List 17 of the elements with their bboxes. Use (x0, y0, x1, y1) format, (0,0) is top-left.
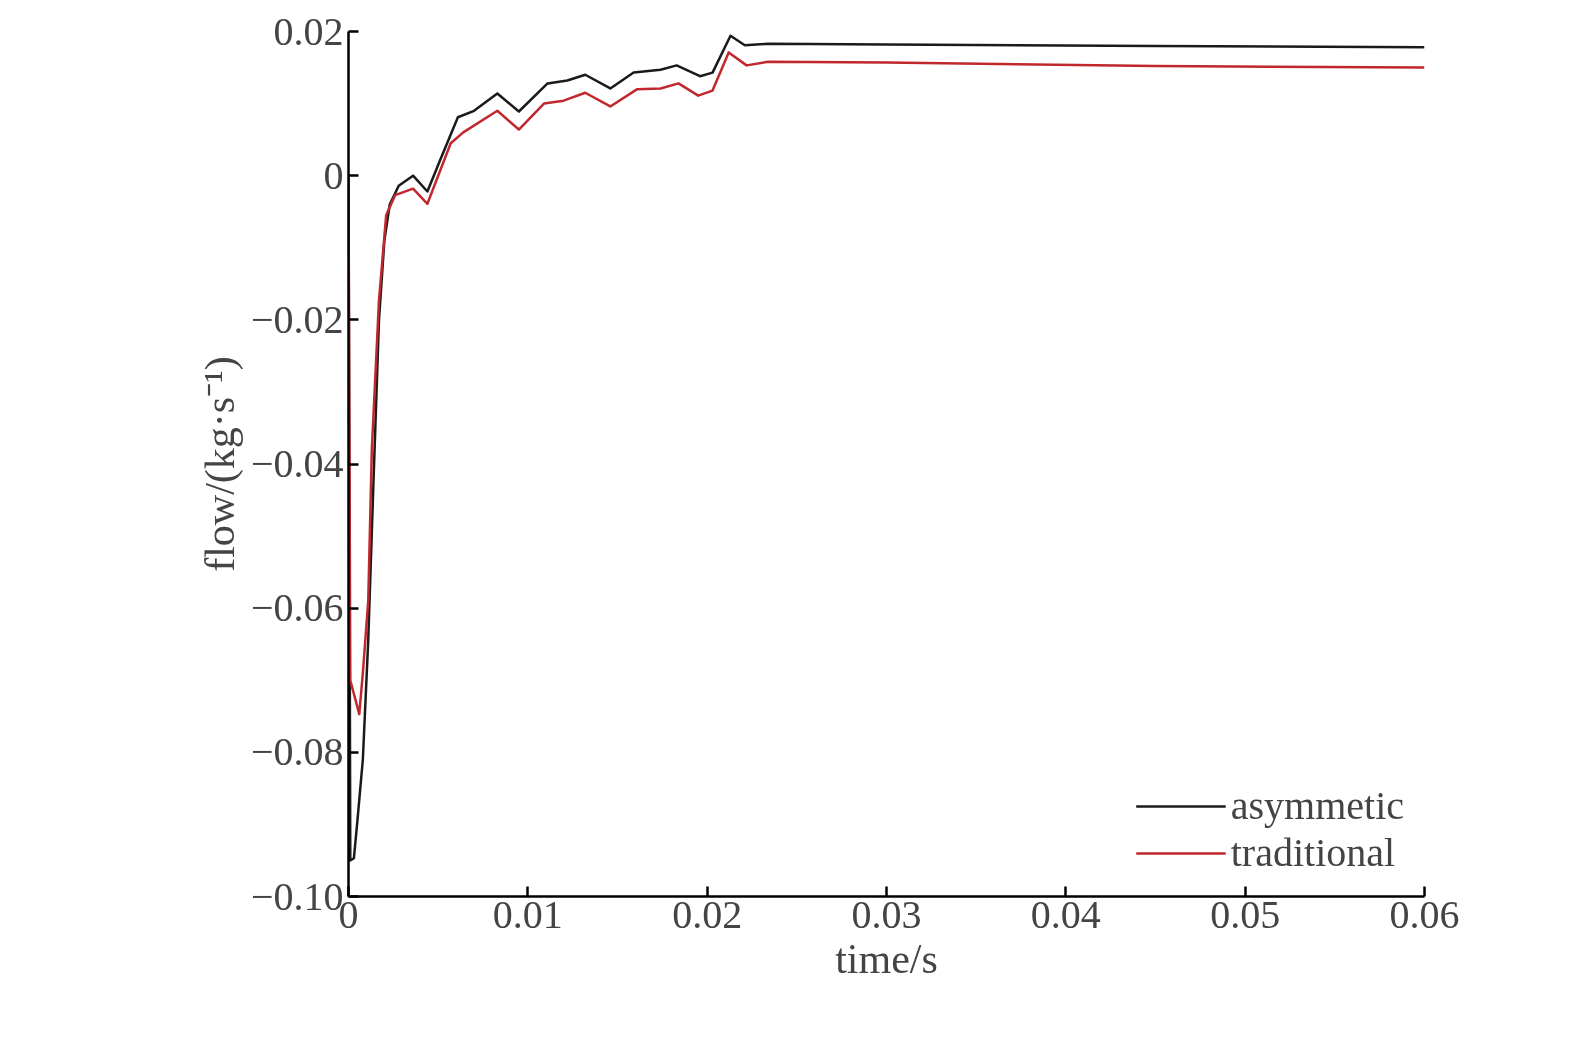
x-tick-label: 0.06 (1389, 891, 1460, 937)
y-tick-label: −0.04 (250, 441, 344, 486)
x-tick-label: 0.04 (1030, 891, 1101, 937)
x-axis-title: time/s (835, 935, 938, 982)
y-axis-title: flow/(kg·s⁻¹) (196, 356, 244, 572)
x-tick-label: 0.03 (851, 891, 922, 937)
legend-label: traditional (1230, 829, 1396, 876)
y-tick-label: 0 (323, 152, 344, 198)
y-tick-label: −0.08 (250, 729, 344, 775)
x-tick-label: 0.05 (1210, 891, 1281, 937)
legend-label: asymmetic (1230, 782, 1404, 829)
x-tick-label: 0.01 (492, 891, 563, 937)
x-tick-label: 0.02 (672, 891, 743, 937)
y-tick-label: −0.02 (250, 296, 344, 342)
line-series (348, 51, 1425, 716)
y-tick-label: −0.06 (250, 585, 344, 631)
y-tick-label: 0.02 (273, 8, 344, 54)
